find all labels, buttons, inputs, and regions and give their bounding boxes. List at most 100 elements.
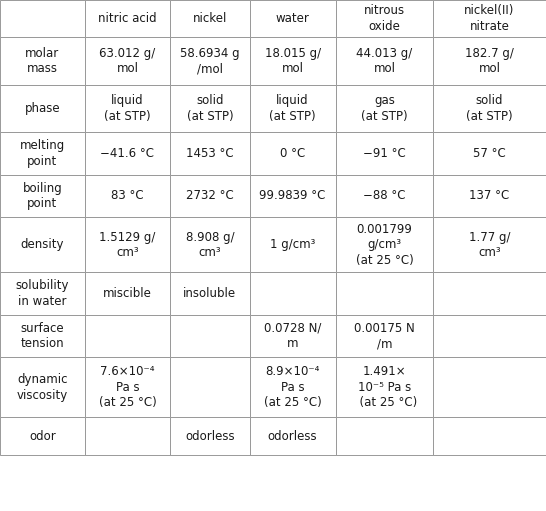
Bar — [170, 272, 250, 315]
Bar — [85, 217, 170, 272]
Text: density: density — [21, 238, 64, 251]
Text: 2732 °C: 2732 °C — [186, 190, 234, 202]
Text: liquid
(at STP): liquid (at STP) — [269, 95, 316, 123]
Text: 1 g/cm³: 1 g/cm³ — [270, 238, 316, 251]
Bar — [85, 85, 170, 132]
Text: water: water — [276, 12, 310, 25]
Bar — [433, 217, 546, 272]
Bar — [170, 132, 250, 175]
Bar — [0, 217, 85, 272]
Bar — [250, 272, 336, 315]
Text: −91 °C: −91 °C — [363, 147, 406, 160]
Bar — [0, 315, 85, 357]
Text: liquid
(at STP): liquid (at STP) — [104, 95, 151, 123]
Bar — [170, 315, 250, 357]
Text: 8.9×10⁻⁴
Pa s
(at 25 °C): 8.9×10⁻⁴ Pa s (at 25 °C) — [264, 365, 322, 409]
Text: 137 °C: 137 °C — [470, 190, 509, 202]
Text: gas
(at STP): gas (at STP) — [361, 95, 408, 123]
Bar — [85, 417, 170, 455]
Bar — [336, 37, 433, 85]
Bar — [336, 0, 433, 37]
Bar — [0, 417, 85, 455]
Bar — [336, 417, 433, 455]
Text: 58.6934 g
/mol: 58.6934 g /mol — [180, 47, 240, 75]
Text: 1.77 g/
cm³: 1.77 g/ cm³ — [468, 230, 511, 259]
Text: 1.5129 g/
cm³: 1.5129 g/ cm³ — [99, 230, 156, 259]
Bar — [170, 175, 250, 217]
Text: phase: phase — [25, 102, 60, 115]
Text: 182.7 g/
mol: 182.7 g/ mol — [465, 47, 514, 75]
Bar — [336, 85, 433, 132]
Text: surface
tension: surface tension — [21, 322, 64, 350]
Bar — [170, 217, 250, 272]
Bar — [85, 357, 170, 417]
Text: odor: odor — [29, 430, 56, 443]
Bar — [0, 85, 85, 132]
Bar — [0, 0, 85, 37]
Bar — [433, 85, 546, 132]
Text: dynamic
viscosity: dynamic viscosity — [17, 373, 68, 402]
Bar — [433, 315, 546, 357]
Bar — [250, 217, 336, 272]
Text: boiling
point: boiling point — [22, 182, 62, 210]
Bar — [250, 37, 336, 85]
Bar — [85, 272, 170, 315]
Text: nitric acid: nitric acid — [98, 12, 157, 25]
Bar — [336, 272, 433, 315]
Text: melting
point: melting point — [20, 140, 65, 168]
Text: 44.013 g/
mol: 44.013 g/ mol — [356, 47, 413, 75]
Text: 99.9839 °C: 99.9839 °C — [259, 190, 326, 202]
Text: odorless: odorless — [185, 430, 235, 443]
Bar — [0, 37, 85, 85]
Text: solubility
in water: solubility in water — [16, 280, 69, 308]
Bar — [0, 272, 85, 315]
Bar — [85, 132, 170, 175]
Bar — [250, 175, 336, 217]
Bar — [336, 217, 433, 272]
Text: −41.6 °C: −41.6 °C — [100, 147, 155, 160]
Bar — [170, 37, 250, 85]
Bar — [170, 417, 250, 455]
Bar — [170, 85, 250, 132]
Bar — [250, 0, 336, 37]
Bar — [433, 175, 546, 217]
Text: solid
(at STP): solid (at STP) — [187, 95, 233, 123]
Bar — [250, 357, 336, 417]
Bar — [433, 37, 546, 85]
Text: 57 °C: 57 °C — [473, 147, 506, 160]
Text: 1453 °C: 1453 °C — [186, 147, 234, 160]
Text: nickel(II)
nitrate: nickel(II) nitrate — [464, 5, 515, 33]
Text: 8.908 g/
cm³: 8.908 g/ cm³ — [186, 230, 234, 259]
Text: insoluble: insoluble — [183, 287, 236, 300]
Text: solid
(at STP): solid (at STP) — [466, 95, 513, 123]
Bar — [336, 315, 433, 357]
Bar — [336, 132, 433, 175]
Bar — [250, 417, 336, 455]
Bar — [85, 37, 170, 85]
Text: 0 °C: 0 °C — [280, 147, 305, 160]
Text: 1.491×
10⁻⁵ Pa s
  (at 25 °C): 1.491× 10⁻⁵ Pa s (at 25 °C) — [352, 365, 417, 409]
Bar — [250, 85, 336, 132]
Text: 0.001799
g/cm³
(at 25 °C): 0.001799 g/cm³ (at 25 °C) — [355, 223, 413, 267]
Bar — [170, 357, 250, 417]
Bar — [336, 175, 433, 217]
Text: 0.00175 N
/m: 0.00175 N /m — [354, 322, 415, 350]
Text: miscible: miscible — [103, 287, 152, 300]
Text: 7.6×10⁻⁴
Pa s
(at 25 °C): 7.6×10⁻⁴ Pa s (at 25 °C) — [99, 365, 156, 409]
Bar — [433, 0, 546, 37]
Bar — [85, 175, 170, 217]
Text: nitrous
oxide: nitrous oxide — [364, 5, 405, 33]
Bar — [250, 132, 336, 175]
Bar — [433, 417, 546, 455]
Text: 63.012 g/
mol: 63.012 g/ mol — [99, 47, 156, 75]
Bar — [85, 315, 170, 357]
Text: −88 °C: −88 °C — [363, 190, 406, 202]
Bar — [0, 357, 85, 417]
Text: 0.0728 N/
m: 0.0728 N/ m — [264, 322, 322, 350]
Bar — [433, 272, 546, 315]
Text: 83 °C: 83 °C — [111, 190, 144, 202]
Text: nickel: nickel — [193, 12, 227, 25]
Text: 18.015 g/
mol: 18.015 g/ mol — [265, 47, 321, 75]
Bar — [433, 132, 546, 175]
Bar — [433, 357, 546, 417]
